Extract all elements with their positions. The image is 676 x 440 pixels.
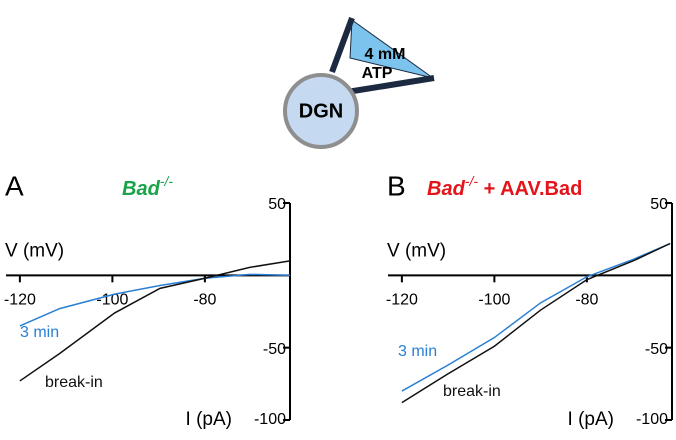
x-tick-label: -120 <box>386 292 418 309</box>
series-line <box>19 260 291 382</box>
y-tick-label: -50 <box>645 341 668 358</box>
series-line <box>401 242 671 404</box>
x-axis-label: V (mV) <box>5 240 64 261</box>
pipette-label: 4 mM <box>365 46 406 63</box>
x-tick-label: -120 <box>4 292 36 309</box>
chart-title: Bad-/- <box>122 173 173 201</box>
series-line <box>401 242 671 392</box>
title-suffix: + AAV.Bad <box>478 178 582 200</box>
x-tick-label: -100 <box>96 292 128 309</box>
pipette <box>349 19 434 79</box>
y-tick-label: -50 <box>263 341 286 358</box>
x-axis-label: V (mV) <box>387 240 446 261</box>
pipette-wall <box>329 16 355 74</box>
title-superscript: -/- <box>160 173 174 189</box>
title-gene: Bad <box>122 178 161 200</box>
y-axis-label: I (pA) <box>186 409 232 430</box>
series-label: break-in <box>443 383 501 400</box>
series-label: break-in <box>45 374 103 391</box>
pipette-wall <box>346 75 435 95</box>
series-line <box>19 273 291 327</box>
chart-title: Bad-/- + AAV.Bad <box>427 173 582 201</box>
cell-label: DGN <box>299 100 343 122</box>
x-tick-label: -100 <box>478 292 510 309</box>
series-label: 3 min <box>398 343 437 360</box>
series-label: 3 min <box>20 324 59 341</box>
y-tick-label: 50 <box>268 196 286 213</box>
x-tick-label: -80 <box>575 292 598 309</box>
x-tick-label: -80 <box>193 292 216 309</box>
panel-label: B <box>387 170 406 201</box>
y-tick-label: -100 <box>636 411 668 428</box>
panel-label: A <box>5 170 24 201</box>
pipette-label: ATP <box>362 65 393 82</box>
title-superscript: -/- <box>465 173 479 189</box>
title-gene: Bad <box>427 178 466 200</box>
y-axis-label: I (pA) <box>568 409 614 430</box>
cell <box>283 73 359 149</box>
y-tick-label: 50 <box>650 196 668 213</box>
y-tick-label: -100 <box>254 411 286 428</box>
